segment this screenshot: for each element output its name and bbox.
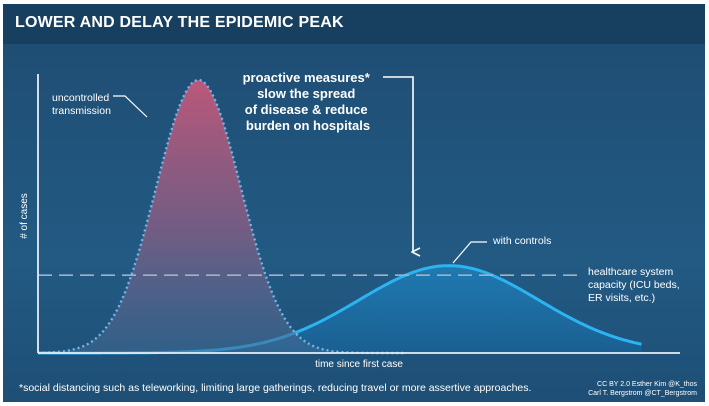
capacity-label-line: capacity (ICU beds, [588, 279, 680, 291]
capacity-label-line: healthcare system [588, 266, 673, 278]
with-controls-label: with controls [492, 235, 551, 247]
with-controls-area [38, 265, 642, 353]
annotation-line: slow the spread [257, 86, 355, 101]
capacity-label-line: ER visits, etc.) [588, 292, 655, 304]
capacity-label: healthcare system capacity (ICU beds, ER… [588, 266, 683, 304]
epidemic-chart: # of cases time since first case uncontr… [19, 70, 683, 370]
x-axis-label: time since first case [315, 359, 403, 370]
uncontrolled-label-line: uncontrolled [52, 92, 109, 104]
credits-line: Carl T. Bergstrom @CT_Bergstrom [588, 390, 697, 397]
uncontrolled-area [38, 80, 404, 353]
uncontrolled-leader-line [113, 95, 148, 118]
annotation-line: proactive measures* [243, 70, 371, 85]
uncontrolled-label: uncontrolled transmission [52, 92, 112, 117]
with-controls-leader-line [452, 241, 487, 264]
uncontrolled-label-line: transmission [52, 105, 111, 117]
infographic: LOWER AND DELAY THE EPIDEMIC PEAK # of c… [3, 4, 705, 402]
title-bar: LOWER AND DELAY THE EPIDEMIC PEAK [3, 4, 705, 44]
annotation-arrow [383, 76, 413, 252]
annotation-line: of disease & reduce [245, 102, 368, 117]
y-axis-label: # of cases [19, 193, 30, 239]
annotation-line: burden on hospitals [246, 118, 370, 133]
credits: CC BY 2.0 Esther Kim @K_thos Carl T. Ber… [588, 380, 697, 398]
footnote: *social distancing such as teleworking, … [19, 382, 532, 394]
credits-line: CC BY 2.0 Esther Kim @K_thos [597, 381, 697, 388]
annotation-text: proactive measures* slow the spread of d… [243, 70, 374, 133]
chart-title: LOWER AND DELAY THE EPIDEMIC PEAK [15, 14, 344, 31]
